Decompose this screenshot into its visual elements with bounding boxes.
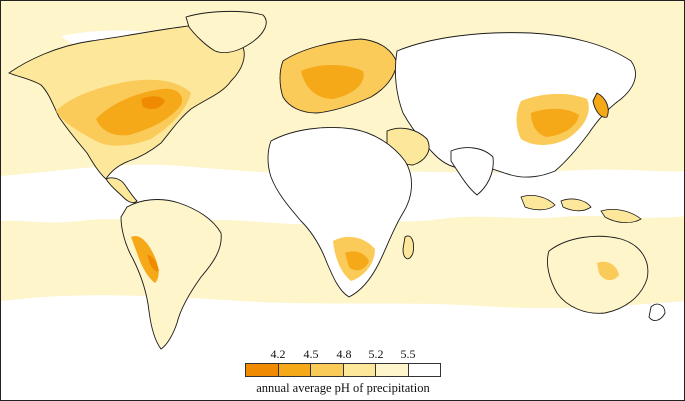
legend-swatch-5 bbox=[376, 364, 409, 376]
africa-land bbox=[267, 127, 412, 298]
madagascar bbox=[402, 235, 414, 260]
indonesia-islands bbox=[520, 195, 642, 223]
legend-swatch-6 bbox=[408, 364, 440, 376]
legend-color-scale bbox=[245, 363, 441, 377]
legend-tick-5: 5.5 bbox=[400, 347, 416, 361]
legend-swatch-2 bbox=[278, 364, 311, 376]
japan-zone bbox=[592, 92, 609, 118]
east-asia-zone-45 bbox=[531, 108, 579, 137]
andes-zone-45 bbox=[131, 235, 159, 283]
legend-tick-4: 5.2 bbox=[368, 347, 384, 361]
legend-tick-1: 4.2 bbox=[270, 347, 286, 361]
southern-africa-zone-45 bbox=[345, 251, 369, 271]
greenland bbox=[185, 10, 267, 54]
new-zealand bbox=[648, 303, 666, 321]
legend-swatch-1 bbox=[246, 364, 279, 376]
south-america-land bbox=[120, 199, 222, 350]
legend-tick-2: 4.5 bbox=[303, 347, 319, 361]
legend-tick-3: 4.8 bbox=[336, 347, 352, 361]
australia-land bbox=[546, 235, 649, 314]
central-europe-zone-45 bbox=[301, 65, 364, 99]
australia-zone-48 bbox=[597, 261, 619, 281]
legend: 4.2 4.5 4.8 5.2 5.5 annual average pH of… bbox=[245, 347, 441, 399]
andes-zone-42 bbox=[147, 255, 159, 272]
legend-title: annual average pH of precipitation bbox=[256, 381, 430, 395]
india-land bbox=[450, 147, 494, 196]
legend-swatch-4 bbox=[343, 364, 376, 376]
legend-swatch-3 bbox=[311, 364, 344, 376]
great-lakes-zone-42 bbox=[141, 96, 165, 109]
central-america-land bbox=[105, 177, 138, 204]
